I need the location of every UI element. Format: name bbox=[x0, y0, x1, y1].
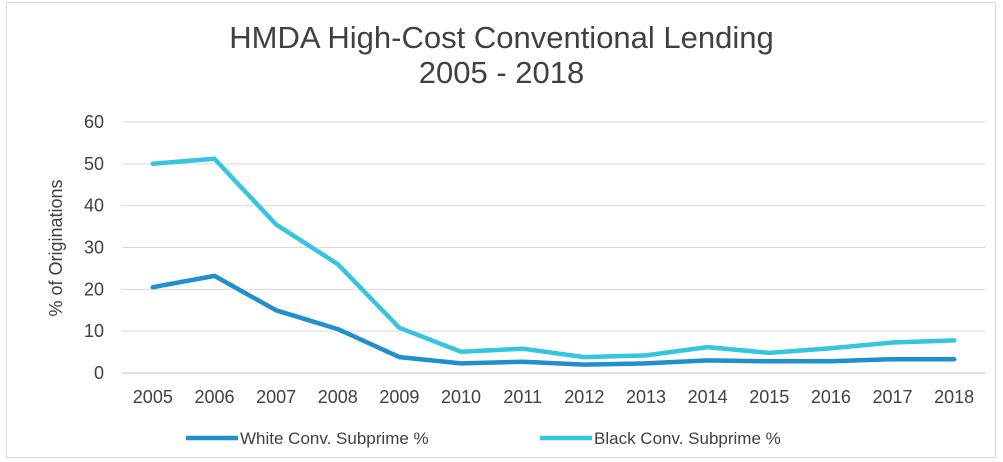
y-tick-label: 0 bbox=[94, 363, 104, 383]
x-axis-ticks: 2005 2006 2007 2008 2009 2010 2011 2012 2013 2014… bbox=[133, 387, 974, 407]
x-tick-label: 2008 bbox=[318, 387, 358, 407]
x-tick-label: 2007 bbox=[256, 387, 296, 407]
series-line-black bbox=[150, 156, 957, 360]
legend: White Conv. Subprime % Black Conv. Subpri… bbox=[186, 429, 781, 448]
chart-title-block: HMDA High-Cost Conventional Lending 2005… bbox=[0, 20, 1003, 90]
x-tick-label: 2012 bbox=[564, 387, 604, 407]
legend-label: White Conv. Subprime % bbox=[240, 429, 429, 448]
x-tick-label: 2009 bbox=[379, 387, 419, 407]
x-tick-label: 2017 bbox=[873, 387, 913, 407]
x-tick-label: 2006 bbox=[194, 387, 234, 407]
chart-title: HMDA High-Cost Conventional Lending bbox=[229, 20, 774, 55]
series-lines bbox=[150, 156, 957, 367]
x-tick-label: 2018 bbox=[934, 387, 974, 407]
y-tick-label: 10 bbox=[84, 321, 104, 341]
y-tick-label: 30 bbox=[84, 238, 104, 258]
legend-label: Black Conv. Subprime % bbox=[594, 429, 781, 448]
y-tick-label: 40 bbox=[84, 196, 104, 216]
y-tick-label: 50 bbox=[84, 154, 104, 174]
y-tick-label: 60 bbox=[84, 112, 104, 132]
x-tick-label: 2013 bbox=[626, 387, 666, 407]
gridlines bbox=[122, 121, 985, 374]
x-tick-label: 2010 bbox=[441, 387, 481, 407]
chart-frame bbox=[6, 2, 996, 458]
y-axis-label: % of Originations bbox=[46, 179, 66, 316]
y-axis-ticks: 0 10 20 30 40 50 60 bbox=[84, 112, 104, 383]
x-tick-label: 2005 bbox=[133, 387, 173, 407]
x-tick-label: 2011 bbox=[503, 387, 542, 407]
x-tick-label: 2015 bbox=[749, 387, 789, 407]
series-line-white bbox=[150, 273, 957, 367]
x-tick-label: 2014 bbox=[688, 387, 728, 407]
y-tick-label: 20 bbox=[84, 279, 104, 299]
chart-subtitle: 2005 - 2018 bbox=[418, 55, 585, 90]
x-tick-label: 2016 bbox=[811, 387, 851, 407]
